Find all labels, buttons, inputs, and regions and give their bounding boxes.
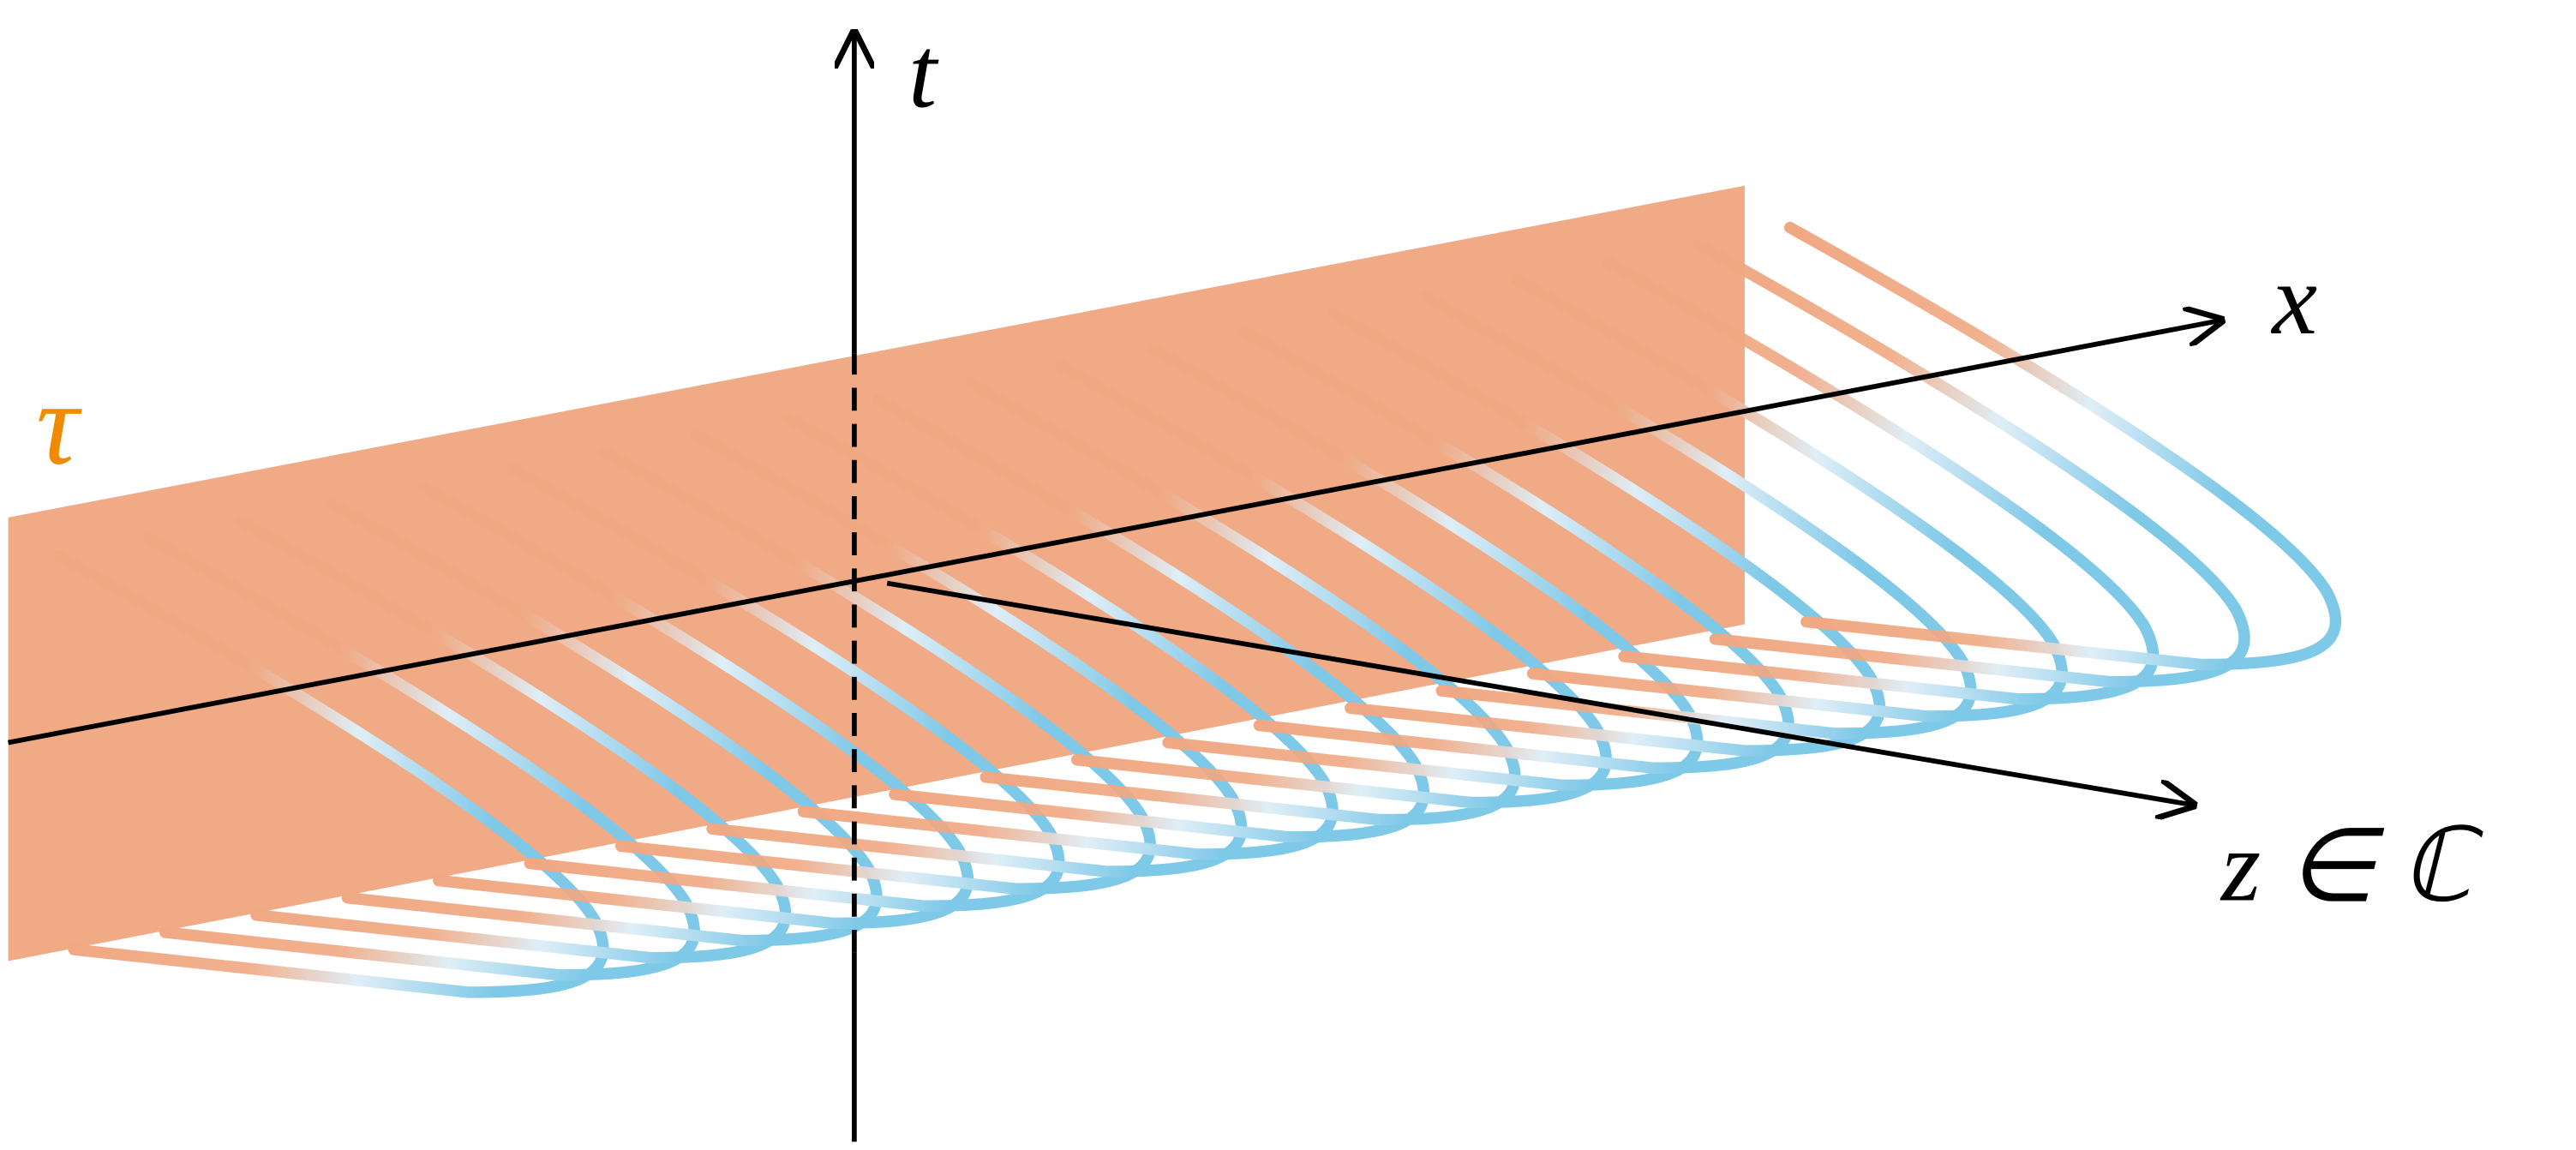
fiber-curve [690, 428, 1248, 877]
fiber-curve [1419, 290, 1977, 740]
fiber-curve [1510, 273, 2068, 722]
fiber-curve [507, 463, 1065, 913]
slab [8, 185, 1745, 961]
fiber-curve [963, 376, 1521, 826]
fiber-curve [51, 549, 609, 998]
fiber-curve [872, 394, 1430, 843]
t-label: t [908, 16, 939, 129]
x-axis [8, 320, 2221, 746]
fiber-curve [781, 411, 1339, 860]
fiber-curve [1602, 256, 2160, 705]
fiber-curve [142, 532, 700, 981]
z-label: z ∈ ℂ [2220, 810, 2483, 923]
tau-label: τ [36, 358, 82, 489]
fiber-curve [325, 497, 883, 947]
fiber-curve [1146, 342, 1704, 792]
fiber-curve [1054, 359, 1612, 809]
fiber-curve [416, 480, 974, 930]
fiber-curve [1692, 238, 2250, 688]
fiber-curve [1237, 325, 1794, 774]
x-label: x [2270, 243, 2317, 356]
fiber-curve [598, 446, 1156, 895]
fiber-curve [1783, 221, 2342, 671]
curves [51, 221, 2342, 998]
fiber-curve [234, 515, 792, 964]
z-axis [886, 580, 2193, 806]
